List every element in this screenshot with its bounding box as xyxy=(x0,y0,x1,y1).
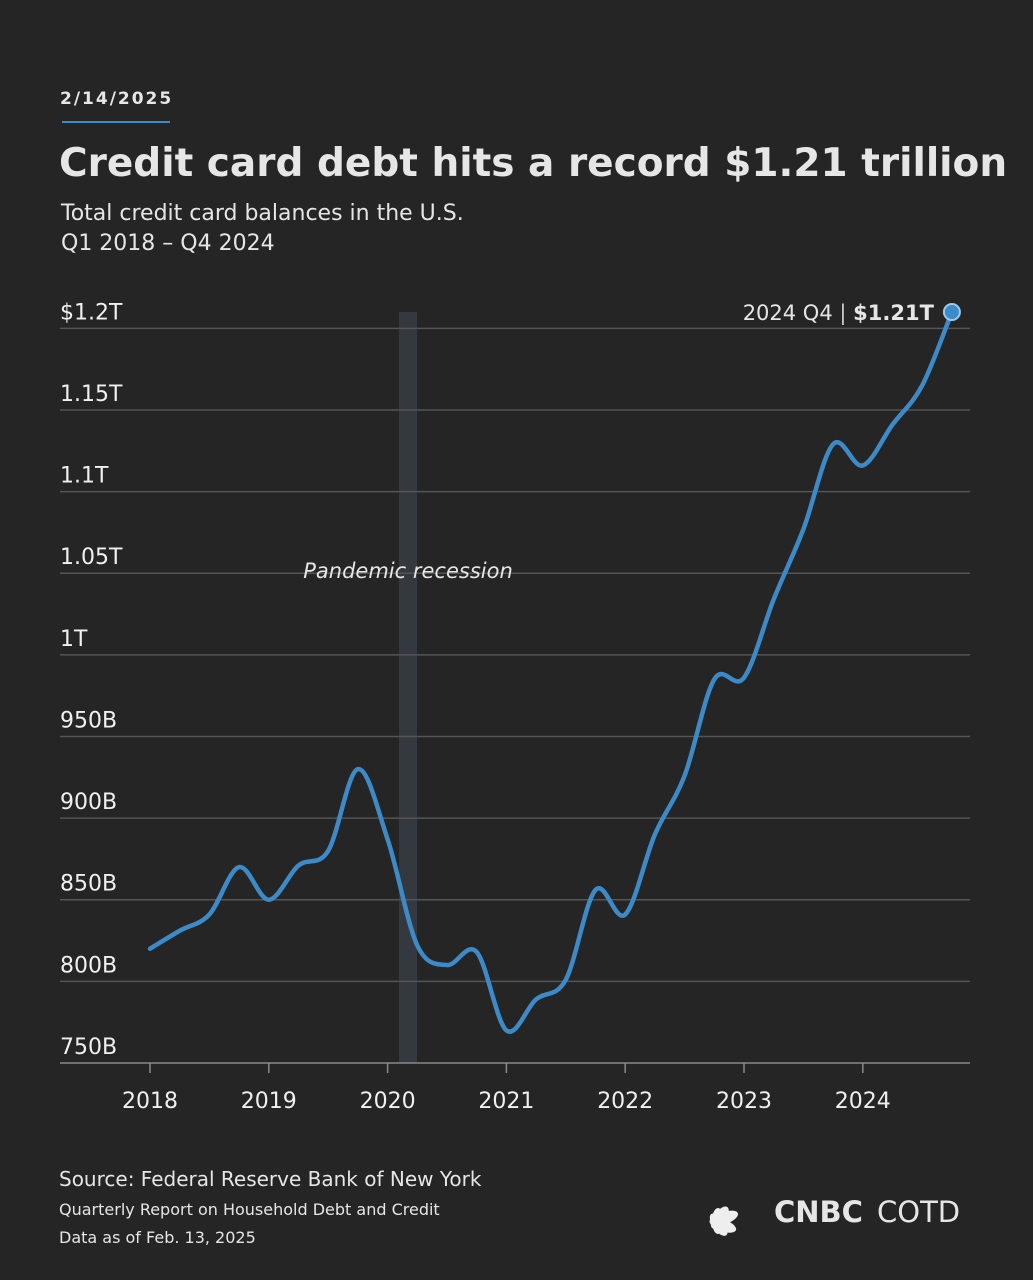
brand: CNBC xyxy=(774,1195,863,1229)
end-period: 2024 Q4 xyxy=(743,301,833,325)
logo: CNBC COTD xyxy=(709,1195,960,1236)
y-tick-label: $1.2T xyxy=(60,300,123,325)
y-tick-label: 800B xyxy=(60,953,117,978)
end-point xyxy=(942,303,961,321)
x-tick-label: 2024 xyxy=(835,1089,891,1114)
x-tick-label: 2020 xyxy=(360,1089,416,1114)
chart-title: Credit card debt hits a record $1.21 tri… xyxy=(59,141,1007,186)
separator: | xyxy=(833,301,853,326)
end-value-label: $1.21T xyxy=(853,301,934,325)
x-tick-label: 2018 xyxy=(122,1089,178,1114)
source-note: Quarterly Report on Household Debt and C… xyxy=(59,1200,440,1219)
y-tick-label: 1T xyxy=(60,627,88,652)
x-tick-label: 2021 xyxy=(478,1089,534,1114)
subtitle: Q1 2018 – Q4 2024 xyxy=(61,231,275,256)
x-tick-label: 2019 xyxy=(241,1089,297,1114)
y-tick-label: 950B xyxy=(60,708,117,733)
y-tick-label: 1.1T xyxy=(60,464,109,489)
subtitle: Total credit card balances in the U.S. xyxy=(60,201,464,226)
source: Source: Federal Reserve Bank of New York xyxy=(59,1167,482,1191)
x-tick-label: 2022 xyxy=(597,1089,653,1114)
date: 2/14/2025 xyxy=(60,89,173,109)
end-label: 2024 Q4 | $1.21T xyxy=(743,301,935,326)
y-tick-label: 1.15T xyxy=(60,382,123,407)
y-tick-label: 900B xyxy=(60,790,117,815)
x-tick-label: 2023 xyxy=(716,1089,772,1114)
source-note: Data as of Feb. 13, 2025 xyxy=(59,1228,256,1247)
annotation: Pandemic recession xyxy=(303,559,513,583)
brand-suffix: COTD xyxy=(877,1195,960,1229)
y-tick-label: 750B xyxy=(60,1035,117,1060)
y-tick-label: 850B xyxy=(60,872,117,897)
y-tick-label: 1.05T xyxy=(60,545,123,570)
recession-band xyxy=(399,312,417,1063)
data-line xyxy=(147,309,955,1034)
